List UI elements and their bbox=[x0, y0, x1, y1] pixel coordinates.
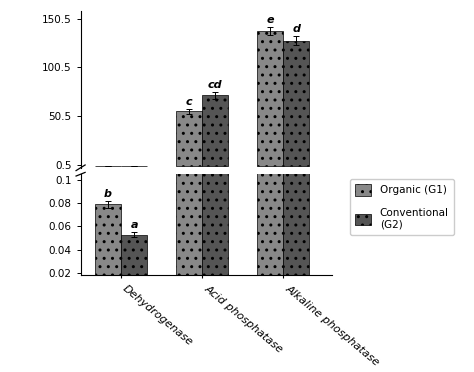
Bar bbox=[95, 205, 121, 296]
Text: a: a bbox=[130, 220, 138, 230]
Bar bbox=[257, 0, 283, 296]
Bar bbox=[121, 235, 147, 296]
Text: e: e bbox=[266, 15, 274, 25]
Text: c: c bbox=[186, 97, 192, 107]
Text: b: b bbox=[104, 189, 112, 199]
Text: d: d bbox=[292, 24, 300, 34]
Bar bbox=[283, 0, 309, 296]
Text: cd: cd bbox=[208, 80, 222, 90]
Bar bbox=[176, 0, 202, 296]
Bar bbox=[283, 41, 309, 166]
Bar bbox=[257, 31, 283, 166]
Bar bbox=[176, 112, 202, 166]
Legend: Organic (G1), Conventional
(G2): Organic (G1), Conventional (G2) bbox=[349, 179, 454, 235]
Bar bbox=[202, 0, 228, 296]
Bar bbox=[202, 95, 228, 166]
